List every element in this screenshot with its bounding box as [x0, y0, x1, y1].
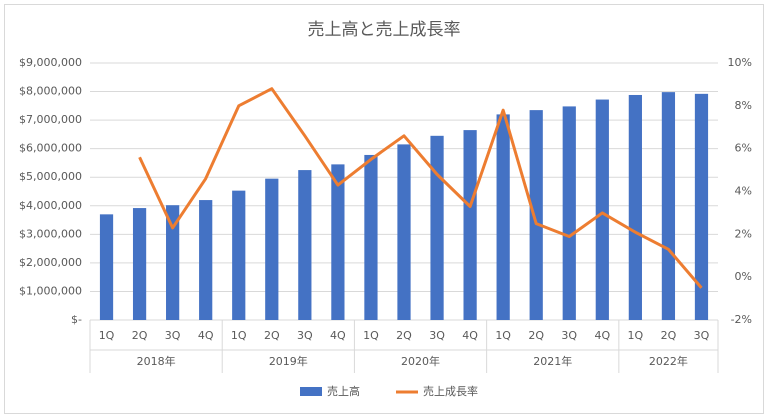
- bar: [694, 93, 709, 320]
- legend-label: 売上成長率: [423, 384, 478, 398]
- y-tick-label: $-: [71, 313, 82, 326]
- y-tick-label: $9,000,000: [19, 56, 82, 69]
- bar: [529, 110, 543, 320]
- y2-tick-label: 2%: [735, 227, 752, 240]
- bar: [166, 205, 180, 320]
- y-tick-label: $7,000,000: [19, 113, 82, 126]
- x-tick-label: 3Q: [429, 329, 445, 342]
- y2-tick-label: 8%: [735, 99, 752, 112]
- bar: [331, 164, 345, 320]
- chart-title: 売上高と売上成長率: [308, 20, 461, 40]
- legend-label: 売上高: [327, 384, 360, 398]
- y2-tick-label: 6%: [735, 142, 752, 155]
- y-tick-label: $2,000,000: [19, 256, 82, 269]
- x-tick-label: 1Q: [99, 329, 115, 342]
- y2-tick-label: -2%: [731, 313, 752, 326]
- x-tick-label: 1Q: [495, 329, 511, 342]
- x-tick-label: 4Q: [330, 329, 346, 342]
- x-tick-label: 3Q: [694, 329, 710, 342]
- x-tick-label: 4Q: [594, 329, 610, 342]
- x-tick-label: 2Q: [528, 329, 544, 342]
- y2-tick-label: 0%: [735, 270, 752, 283]
- x-tick-label: 3Q: [297, 329, 313, 342]
- bar: [430, 135, 444, 320]
- bar: [132, 208, 147, 320]
- bar: [265, 178, 279, 320]
- chart-border: [4, 4, 764, 414]
- group-label: 2020年: [401, 354, 440, 368]
- x-tick-label: 1Q: [363, 329, 379, 342]
- bar: [232, 190, 246, 320]
- bar: [99, 214, 114, 320]
- y-tick-label: $1,000,000: [19, 284, 82, 297]
- x-tick-label: 1Q: [231, 329, 247, 342]
- x-tick-label: 2Q: [132, 329, 148, 342]
- group-label: 2022年: [649, 354, 688, 368]
- legend-swatch: [300, 387, 322, 396]
- group-label: 2019年: [269, 354, 308, 368]
- bar: [628, 94, 642, 320]
- bar: [364, 154, 378, 320]
- y-tick-label: $3,000,000: [19, 227, 82, 240]
- bar: [562, 106, 576, 320]
- x-tick-label: 3Q: [165, 329, 181, 342]
- x-tick-label: 2Q: [264, 329, 280, 342]
- x-tick-label: 4Q: [198, 329, 214, 342]
- x-tick-label: 3Q: [561, 329, 577, 342]
- bar: [199, 200, 213, 320]
- bar: [463, 130, 477, 320]
- line-series: [138, 87, 703, 289]
- y-tick-label: $4,000,000: [19, 199, 82, 212]
- bar: [397, 144, 411, 320]
- x-tick-label: 4Q: [462, 329, 478, 342]
- bar: [595, 99, 609, 320]
- y2-tick-label: 10%: [728, 56, 752, 69]
- x-tick-label: 2Q: [396, 329, 412, 342]
- x-tick-label: 2Q: [661, 329, 677, 342]
- group-label: 2018年: [137, 354, 176, 368]
- x-tick-label: 1Q: [628, 329, 644, 342]
- y-tick-label: $6,000,000: [19, 142, 82, 155]
- bar: [298, 170, 312, 320]
- bar: [661, 92, 676, 320]
- y-tick-label: $5,000,000: [19, 170, 82, 183]
- bar: [496, 114, 510, 321]
- y-tick-label: $8,000,000: [19, 85, 82, 98]
- y2-tick-label: 4%: [735, 185, 752, 198]
- group-label: 2021年: [533, 354, 572, 368]
